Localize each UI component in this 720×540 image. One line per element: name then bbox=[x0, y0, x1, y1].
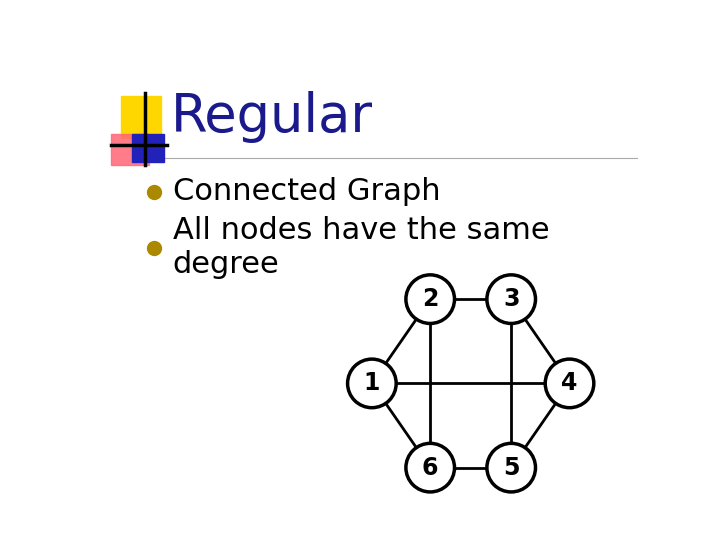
Circle shape bbox=[545, 359, 594, 408]
Text: 6: 6 bbox=[422, 456, 438, 480]
Text: 5: 5 bbox=[503, 456, 519, 480]
Circle shape bbox=[406, 443, 454, 492]
Bar bbox=[121, 96, 161, 138]
Text: Connected Graph: Connected Graph bbox=[173, 177, 440, 206]
Circle shape bbox=[348, 359, 396, 408]
Text: Regular: Regular bbox=[171, 91, 373, 143]
Text: All nodes have the same
degree: All nodes have the same degree bbox=[173, 217, 549, 279]
Circle shape bbox=[487, 275, 536, 323]
Text: 2: 2 bbox=[422, 287, 438, 311]
Text: 4: 4 bbox=[562, 372, 577, 395]
Circle shape bbox=[406, 275, 454, 323]
Bar bbox=[111, 134, 149, 165]
Circle shape bbox=[487, 443, 536, 492]
Text: 3: 3 bbox=[503, 287, 519, 311]
Text: 1: 1 bbox=[364, 372, 380, 395]
Bar bbox=[132, 134, 164, 162]
